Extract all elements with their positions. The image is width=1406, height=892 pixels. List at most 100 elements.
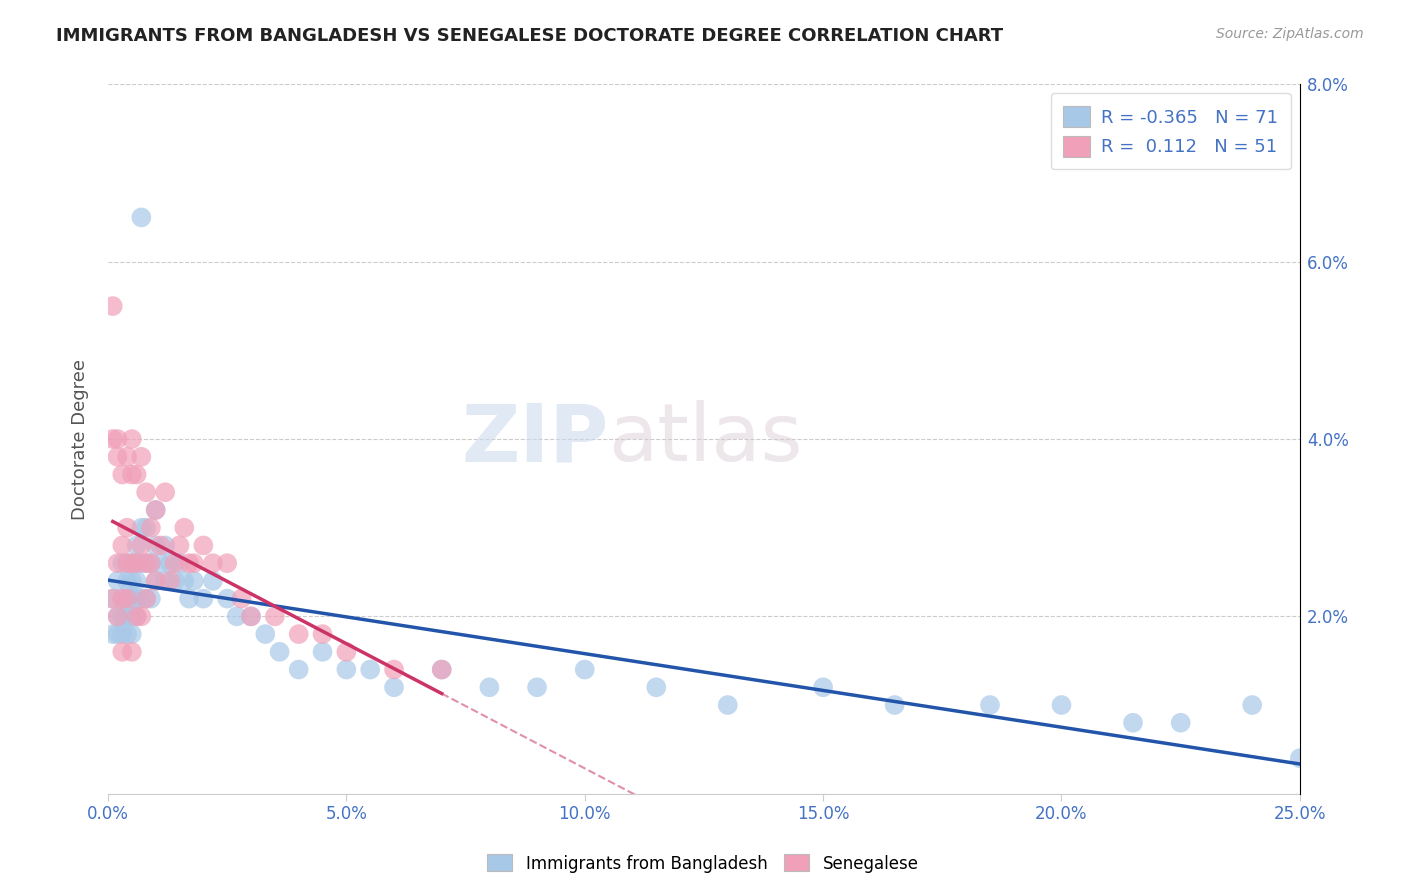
Point [121,467,143,482]
Point [107,450,129,464]
Point [645,681,668,695]
Point [107,432,129,446]
Point [107,609,129,624]
Point [979,698,1001,712]
Point [101,591,124,606]
Point [121,556,143,570]
Point [382,681,405,695]
Point [149,556,172,570]
Point [173,521,195,535]
Point [121,609,143,624]
Point [125,574,148,588]
Point [574,663,596,677]
Point [240,609,263,624]
Point [163,556,186,570]
Point [139,521,162,535]
Point [107,609,129,624]
Point [231,591,253,606]
Point [883,698,905,712]
Point [135,591,157,606]
Point [1241,698,1264,712]
Point [335,663,357,677]
Point [139,556,162,570]
Point [125,609,148,624]
Point [478,681,501,695]
Point [217,556,239,570]
Point [101,432,124,446]
Point [125,467,148,482]
Point [107,627,129,641]
Point [115,521,138,535]
Point [115,450,138,464]
Text: IMMIGRANTS FROM BANGLADESH VS SENEGALESE DOCTORATE DEGREE CORRELATION CHART: IMMIGRANTS FROM BANGLADESH VS SENEGALESE… [56,27,1004,45]
Point [177,591,200,606]
Point [121,432,143,446]
Point [287,663,309,677]
Point [169,538,191,552]
Point [193,538,215,552]
Point [107,556,129,570]
Point [173,574,195,588]
Point [217,591,239,606]
Point [287,627,309,641]
Point [121,645,143,659]
Point [125,556,148,570]
Point [430,663,453,677]
Point [115,591,138,606]
Point [201,556,224,570]
Point [382,663,405,677]
Point [1122,715,1144,730]
Point [125,591,148,606]
Point [1170,715,1192,730]
Point [225,609,247,624]
Point [131,450,153,464]
Y-axis label: Doctorate Degree: Doctorate Degree [72,359,89,519]
Point [159,556,181,570]
Legend: R = -0.365   N = 71, R =  0.112   N = 51: R = -0.365 N = 71, R = 0.112 N = 51 [1050,94,1291,169]
Point [121,556,143,570]
Point [115,556,138,570]
Point [159,574,181,588]
Legend: Immigrants from Bangladesh, Senegalese: Immigrants from Bangladesh, Senegalese [481,847,925,880]
Point [201,574,224,588]
Point [115,574,138,588]
Point [125,609,148,624]
Point [311,627,333,641]
Point [111,627,134,641]
Point [145,574,167,588]
Point [269,645,291,659]
Point [335,645,357,659]
Point [135,521,157,535]
Point [139,556,162,570]
Point [131,591,153,606]
Point [145,503,167,517]
Point [125,538,148,552]
Point [111,556,134,570]
Point [121,627,143,641]
Point [121,574,143,588]
Text: ZIP: ZIP [461,400,609,478]
Point [121,591,143,606]
Point [311,645,333,659]
Point [111,609,134,624]
Point [183,574,205,588]
Point [163,574,186,588]
Point [145,574,167,588]
Point [145,538,167,552]
Point [111,645,134,659]
Point [145,503,167,517]
Point [111,538,134,552]
Point [193,591,215,606]
Point [153,574,176,588]
Text: atlas: atlas [609,400,803,478]
Point [153,485,176,500]
Point [131,556,153,570]
Point [111,591,134,606]
Point [139,591,162,606]
Point [107,574,129,588]
Point [101,299,124,313]
Point [115,591,138,606]
Point [240,609,263,624]
Point [135,591,157,606]
Point [131,211,153,225]
